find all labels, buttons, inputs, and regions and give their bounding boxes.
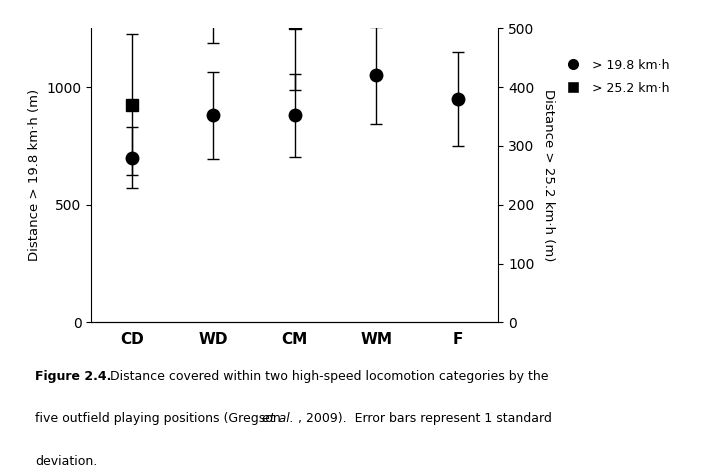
Text: five outfield playing positions (Gregson: five outfield playing positions (Gregson	[35, 412, 285, 425]
Legend: > 19.8 km·h, > 25.2 km·h: > 19.8 km·h, > 25.2 km·h	[556, 54, 675, 100]
Text: Distance covered within two high-speed locomotion categories by the: Distance covered within two high-speed l…	[102, 370, 548, 383]
Text: deviation.: deviation.	[35, 455, 98, 468]
Text: et al.: et al.	[262, 412, 293, 425]
Text: Figure 2.4.: Figure 2.4.	[35, 370, 112, 383]
Text: , 2009).  Error bars represent 1 standard: , 2009). Error bars represent 1 standard	[298, 412, 552, 425]
Y-axis label: Distance > 19.8 km·h (m): Distance > 19.8 km·h (m)	[28, 89, 41, 262]
Y-axis label: Distance > 25.2 km·h (m): Distance > 25.2 km·h (m)	[543, 89, 555, 262]
